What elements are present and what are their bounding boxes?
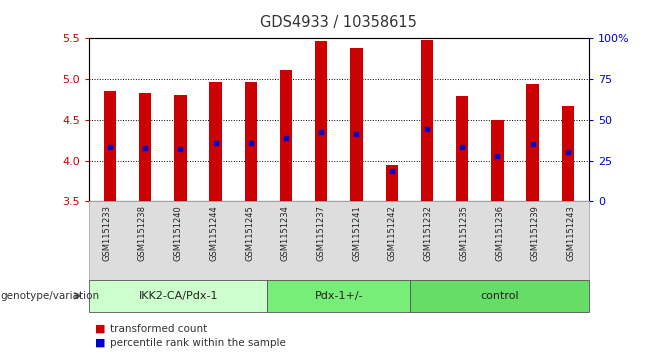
Text: GSM1151239: GSM1151239: [531, 205, 540, 261]
Text: GSM1151234: GSM1151234: [281, 205, 290, 261]
Bar: [315, 41, 328, 201]
Bar: [350, 48, 363, 201]
Bar: [420, 40, 433, 201]
Text: ■: ■: [95, 323, 106, 334]
Text: GSM1151241: GSM1151241: [352, 205, 361, 261]
Text: GSM1151238: GSM1151238: [138, 205, 147, 261]
Bar: [456, 96, 468, 201]
Text: GSM1151235: GSM1151235: [459, 205, 468, 261]
Text: percentile rank within the sample: percentile rank within the sample: [110, 338, 286, 348]
Text: transformed count: transformed count: [110, 323, 207, 334]
Bar: [386, 165, 398, 201]
Bar: [104, 91, 116, 201]
Text: GSM1151237: GSM1151237: [316, 205, 326, 261]
Text: Pdx-1+/-: Pdx-1+/-: [315, 291, 363, 301]
Text: GSM1151242: GSM1151242: [388, 205, 397, 261]
Text: control: control: [480, 291, 519, 301]
Bar: [491, 120, 503, 201]
Bar: [174, 95, 187, 201]
Bar: [526, 84, 539, 201]
Bar: [562, 106, 574, 201]
Text: GSM1151243: GSM1151243: [567, 205, 576, 261]
Bar: [139, 93, 151, 201]
Text: GSM1151233: GSM1151233: [102, 205, 111, 261]
Text: GSM1151245: GSM1151245: [245, 205, 254, 261]
Bar: [209, 82, 222, 201]
Text: GSM1151232: GSM1151232: [424, 205, 433, 261]
Text: GDS4933 / 10358615: GDS4933 / 10358615: [261, 15, 417, 29]
Text: ■: ■: [95, 338, 106, 348]
Text: GSM1151236: GSM1151236: [495, 205, 504, 261]
Bar: [245, 82, 257, 201]
Text: GSM1151244: GSM1151244: [209, 205, 218, 261]
Bar: [280, 70, 292, 201]
Text: GSM1151240: GSM1151240: [174, 205, 183, 261]
Text: IKK2-CA/Pdx-1: IKK2-CA/Pdx-1: [138, 291, 218, 301]
Text: genotype/variation: genotype/variation: [1, 291, 100, 301]
